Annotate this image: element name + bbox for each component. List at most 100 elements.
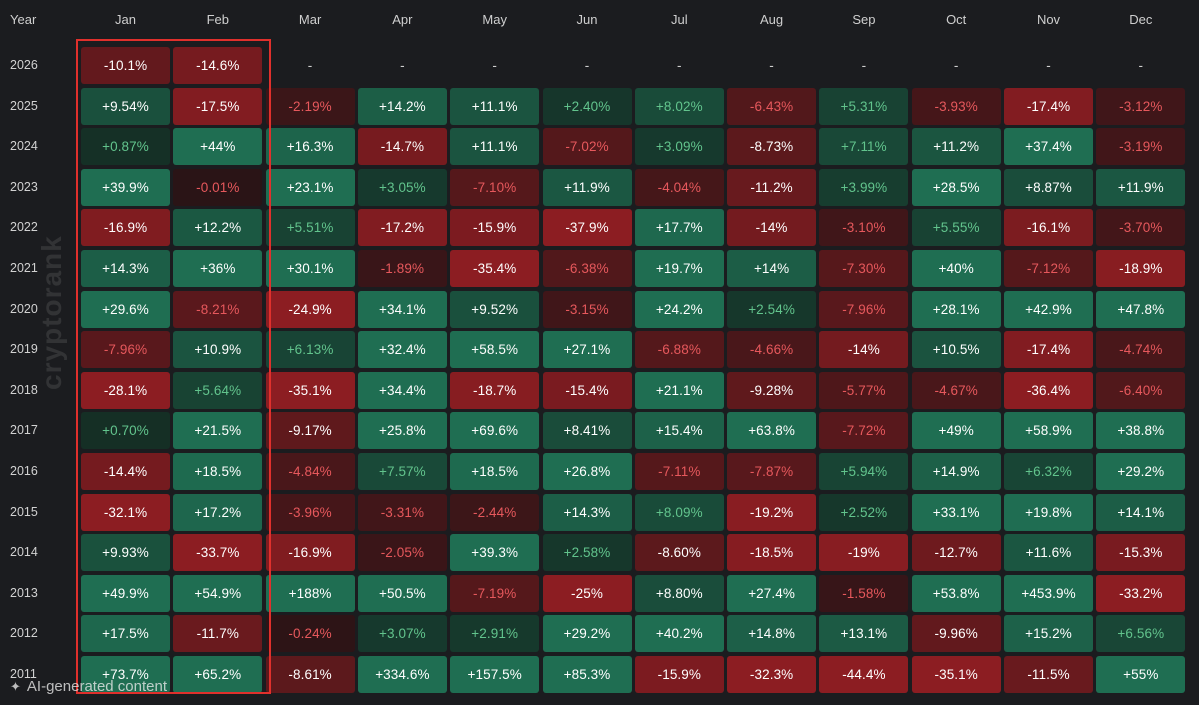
cell-2020-jul: +24.2% — [634, 290, 724, 328]
cell-2018-aug: -9.28% — [727, 371, 817, 409]
cell-2020-aug: +2.54% — [727, 290, 817, 328]
cell-2018-sep: -5.77% — [819, 371, 909, 409]
cell-2012-jul: +40.2% — [634, 615, 724, 653]
cell-2017-oct: +49% — [911, 412, 1001, 450]
cell-2018-apr: +34.4% — [357, 371, 447, 409]
cell-2020-mar: -24.9% — [265, 290, 355, 328]
cell-2020-dec: +47.8% — [1096, 290, 1186, 328]
cell-2019-apr: +32.4% — [357, 331, 447, 369]
cell-2021-jul: +19.7% — [634, 250, 724, 287]
cell-2015-aug: -19.2% — [727, 493, 817, 531]
cell-2021-nov: -7.12% — [1004, 250, 1093, 287]
cell-2013-dec: -33.2% — [1096, 574, 1186, 612]
cell-2019-jan: -7.96% — [81, 331, 170, 369]
cell-2023-jul: -4.04% — [634, 168, 724, 206]
month-header-may: May — [482, 12, 507, 27]
year-label-2026: 2026 — [10, 58, 38, 72]
cell-2016-nov: +6.32% — [1004, 453, 1093, 490]
cell-2026-jun: - — [584, 58, 590, 73]
cell-2012-nov: +15.2% — [1004, 615, 1093, 653]
cell-2022-feb: +12.2% — [173, 209, 263, 247]
cell-2011-may: +157.5% — [450, 656, 540, 693]
cell-2011-jan: +73.7% — [81, 656, 170, 693]
cell-2017-may: +69.6% — [450, 412, 540, 450]
cell-2020-nov: +42.9% — [1004, 290, 1093, 328]
cell-2015-jan: -32.1% — [81, 493, 170, 531]
cell-2020-jan: +29.6% — [81, 290, 170, 328]
cell-2015-mar: -3.96% — [265, 493, 355, 531]
cell-2016-jan: -14.4% — [81, 453, 170, 490]
cell-2013-nov: +453.9% — [1004, 574, 1093, 612]
month-header-mar: Mar — [298, 12, 322, 27]
cell-2021-feb: +36% — [173, 250, 263, 287]
cell-2017-sep: -7.72% — [819, 412, 909, 450]
year-label-2022: 2022 — [10, 220, 38, 235]
cell-2022-jun: -37.9% — [542, 209, 632, 247]
month-header-jan: Jan — [115, 12, 136, 27]
year-label-2019: 2019 — [10, 342, 38, 357]
month-header-sep: Sep — [852, 12, 876, 27]
cell-2016-dec: +29.2% — [1096, 453, 1186, 490]
year-label-2012: 2012 — [10, 626, 38, 641]
cell-2018-jul: +21.1% — [634, 371, 724, 409]
cell-2015-jul: +8.09% — [634, 493, 724, 531]
cell-2012-jun: +29.2% — [542, 615, 632, 653]
year-label-2025: 2025 — [10, 98, 38, 113]
cell-2012-apr: +3.07% — [357, 615, 447, 653]
year-label-2023: 2023 — [10, 179, 38, 194]
cell-2014-mar: -16.9% — [265, 534, 355, 572]
year-label-2020: 2020 — [10, 301, 38, 316]
cell-2020-jun: -3.15% — [542, 290, 632, 328]
cell-2022-aug: -14% — [727, 209, 817, 247]
cell-2024-jan: +0.87% — [81, 128, 170, 166]
cell-2014-dec: -15.3% — [1096, 534, 1186, 572]
cell-2025-dec: -3.12% — [1096, 87, 1186, 125]
cell-2013-jan: +49.9% — [81, 574, 170, 612]
cell-2025-oct: -3.93% — [911, 87, 1001, 125]
cell-2024-jul: +3.09% — [634, 128, 724, 166]
cell-2026-feb: -14.6% — [173, 47, 263, 84]
cell-2023-jun: +11.9% — [542, 168, 632, 206]
cell-2016-feb: +18.5% — [173, 453, 263, 490]
cell-2025-jul: +8.02% — [634, 87, 724, 125]
year-label-2015: 2015 — [10, 504, 38, 519]
cell-2015-apr: -3.31% — [357, 493, 447, 531]
cell-2017-mar: -9.17% — [265, 412, 355, 450]
cell-2023-sep: +3.99% — [819, 168, 909, 206]
cell-2011-jul: -15.9% — [634, 656, 724, 693]
cell-2016-may: +18.5% — [450, 453, 540, 490]
cell-2022-apr: -17.2% — [357, 209, 447, 247]
cell-2017-jun: +8.41% — [542, 412, 632, 450]
cell-2020-feb: -8.21% — [173, 290, 263, 328]
month-header-dec: Dec — [1129, 12, 1153, 27]
cell-2023-mar: +23.1% — [265, 168, 355, 206]
cell-2025-jun: +2.40% — [542, 87, 632, 125]
ai-generated-label: AI-generated content — [26, 678, 168, 695]
cell-2024-aug: -8.73% — [727, 128, 817, 166]
cell-2013-feb: +54.9% — [173, 574, 263, 612]
cell-2025-mar: -2.19% — [265, 87, 355, 125]
cell-2026-jul: - — [676, 58, 682, 73]
cell-2021-mar: +30.1% — [265, 250, 355, 287]
cryptorank-watermark: cryptorank — [36, 235, 67, 390]
cell-2026-nov: - — [1046, 58, 1051, 73]
cell-2022-jan: -16.9% — [81, 209, 170, 247]
cell-2024-jun: -7.02% — [542, 128, 632, 166]
cell-2025-apr: +14.2% — [357, 87, 447, 125]
cell-2014-jan: +9.93% — [81, 534, 170, 572]
cell-2024-sep: +7.11% — [819, 128, 909, 166]
cell-2018-feb: +5.64% — [173, 371, 263, 409]
cell-2025-nov: -17.4% — [1004, 87, 1093, 125]
year-label-2014: 2014 — [10, 545, 38, 560]
cell-2018-dec: -6.40% — [1096, 371, 1186, 409]
cell-2018-jan: -28.1% — [81, 371, 170, 409]
cell-2018-jun: -15.4% — [542, 371, 632, 409]
month-header-jun: Jun — [576, 12, 598, 27]
cell-2013-apr: +50.5% — [357, 574, 447, 612]
month-header-aug: Aug — [760, 12, 784, 27]
cell-2013-aug: +27.4% — [727, 574, 817, 612]
cell-2021-dec: -18.9% — [1096, 250, 1186, 287]
cell-2026-apr: - — [400, 58, 405, 73]
cell-2013-may: -7.19% — [450, 574, 540, 612]
